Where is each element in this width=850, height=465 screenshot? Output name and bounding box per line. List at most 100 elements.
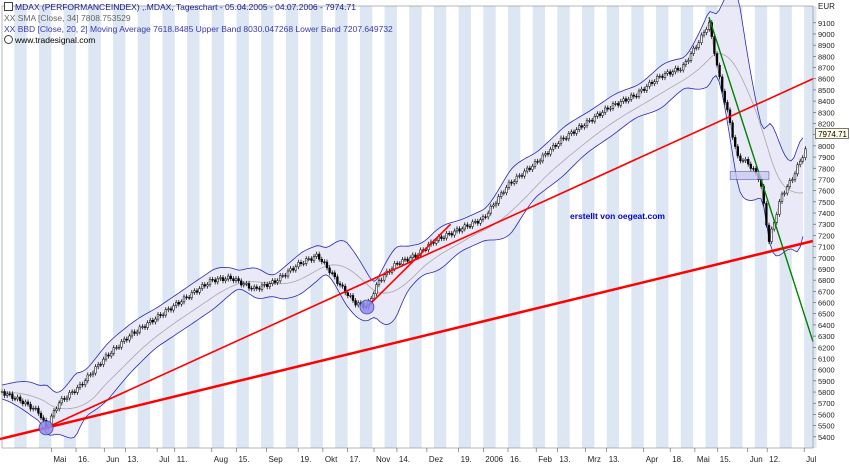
price-candle [471,221,474,227]
price-candle [523,170,526,177]
price-candle [552,145,555,150]
price-candle [565,138,568,140]
price-candle [479,219,482,224]
price-candle [65,397,69,400]
price-candle [271,280,274,284]
x-tick-label: Jul [159,455,169,464]
price-candle [125,338,128,341]
price-candle [250,287,253,290]
price-candle [260,284,264,290]
price-candle [804,148,807,158]
price-candle [286,270,290,277]
resistance-zone [729,171,770,180]
price-candle [193,290,196,293]
price-candle [224,278,227,281]
y-tick-label: 8200 [818,119,835,128]
week-stripe [384,6,397,448]
price-candle [544,153,547,156]
price-candle [208,279,212,285]
price-candle [315,253,318,257]
price-candle [448,233,451,235]
price-candle [744,159,747,161]
price-candle [676,67,680,71]
x-tick-label: Jun [750,455,763,464]
week-stripe [285,6,299,448]
week-stripe [680,6,694,448]
price-candle [474,221,477,223]
price-candle [502,192,505,194]
price-candle [585,120,589,127]
price-candle [614,103,617,105]
price-candle [570,131,573,134]
price-candle [606,107,609,110]
price-candle [73,391,76,393]
price-candle [375,284,378,295]
x-tick-label: Nov [376,455,390,464]
price-candle [396,263,399,265]
price-candle [55,408,58,411]
price-candle [692,47,695,54]
price-candle [331,272,334,274]
price-candle [172,305,175,311]
y-tick-label: 8800 [818,52,835,61]
price-candle [705,29,708,33]
x-tick-label: Okt [325,455,338,464]
price-candle [604,107,607,113]
price-candle [201,284,204,289]
price-candle [242,283,245,286]
price-candle [159,314,162,316]
price-candle [411,254,414,259]
week-stripe [187,6,200,448]
price-candle [182,296,186,303]
price-candle [263,284,266,286]
y-tick-label: 8400 [818,97,835,106]
y-tick-label: 8900 [818,41,835,50]
price-candle [203,284,206,287]
price-candle [749,163,752,169]
price-candle [141,326,144,328]
price-candle [232,278,235,282]
price-candle [643,88,646,91]
price-candle [515,175,518,182]
price-candle [697,42,700,48]
price-candle [559,137,563,144]
source-legend: www.tradesignal.com [4,35,95,45]
x-tick-label: 2006 [485,455,503,464]
y-tick-label: 7300 [818,220,835,229]
y-tick-label: 7500 [818,198,835,207]
series-icon [4,2,13,11]
x-tick-label: 12. [769,455,780,464]
y-tick-label: 6300 [818,332,835,341]
week-stripe [335,6,348,448]
price-candle [780,193,784,202]
price-candle [21,400,24,405]
price-candle [674,67,677,73]
price-candle [198,288,201,293]
price-candle [169,308,173,311]
price-candle [536,161,539,163]
y-tick-label: 6100 [818,354,835,363]
price-candle [539,160,542,163]
price-candle [380,279,383,282]
price-candle [700,34,703,43]
price-candle [588,120,591,122]
price-candle [255,286,258,289]
price-candle [718,64,721,78]
x-tick-label: 14. [399,455,410,464]
price-candle [29,403,32,410]
price-candle [440,236,443,239]
price-candle [650,82,654,84]
x-tick-label: Mrz [588,455,601,464]
y-tick-label: 6500 [818,310,835,319]
price-candle [702,32,706,36]
price-candle [458,228,461,232]
price-candle [653,81,656,84]
price-candle [154,318,157,323]
price-candle [624,98,628,102]
price-candle [91,372,95,375]
price-candle [721,76,724,92]
x-tick-label: 18. [672,455,683,464]
price-candle [372,293,375,299]
y-tick-label: 6600 [818,299,835,308]
pivot-markers [38,299,375,436]
